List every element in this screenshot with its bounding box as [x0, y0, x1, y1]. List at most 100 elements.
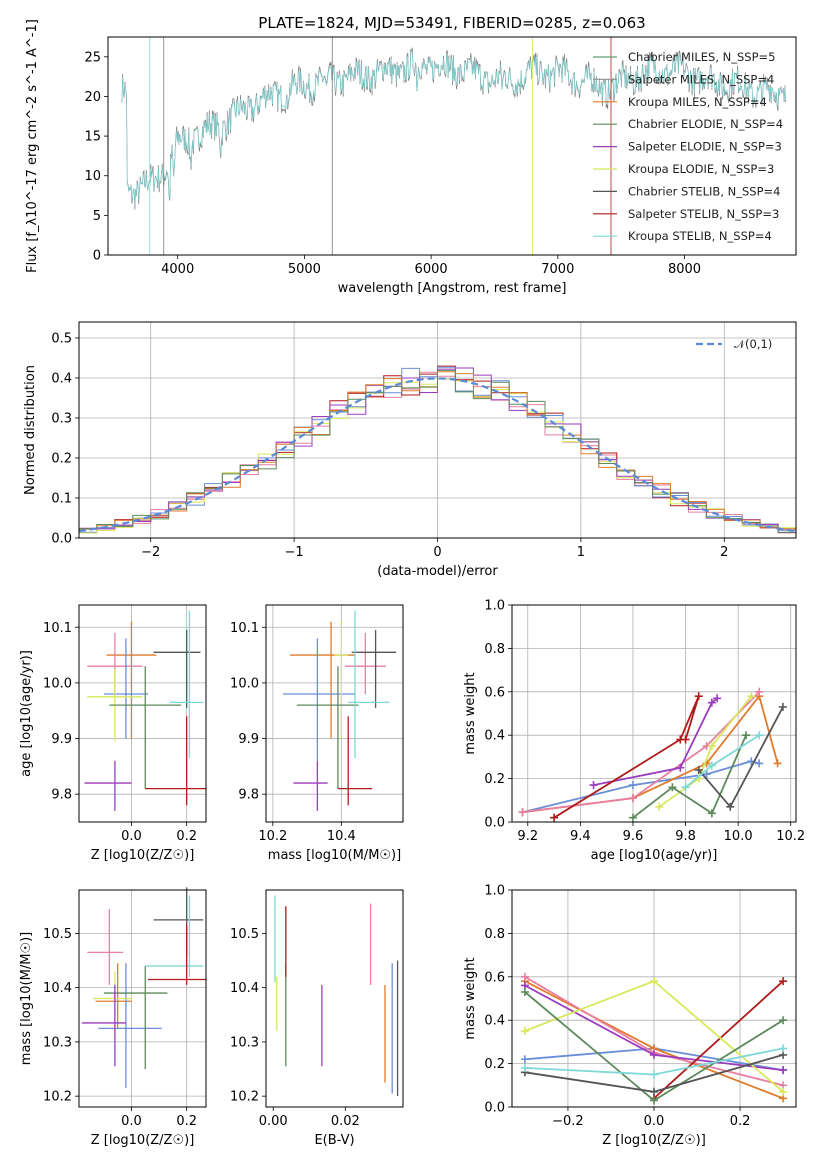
y-tick-label: 0.8 — [484, 642, 505, 657]
errorbar-point — [170, 610, 204, 759]
x-tick-label: 0.0 — [644, 1114, 665, 1129]
y-axis-label: Normed distribution — [23, 365, 38, 495]
y-tick-label: 9.9 — [51, 732, 72, 747]
y-tick-label: 0.6 — [484, 970, 505, 985]
x-tick-label: 4000 — [161, 262, 194, 277]
x-tick-label: 2 — [720, 545, 728, 560]
mass-weight-marker — [779, 1044, 788, 1053]
legend-entry: 𝒩(0,1) — [734, 337, 772, 351]
mass-weight-marker — [650, 977, 658, 986]
chart-title: PLATE=1824, MJD=53491, FIBERID=0285, z=0… — [258, 14, 645, 32]
mass-weight-marker — [779, 977, 788, 986]
y-tick-label: 10.2 — [43, 1090, 72, 1105]
x-axis-label: (data-model)/error — [377, 564, 498, 579]
mass-weight-marker — [747, 692, 756, 701]
errorbar-point — [98, 963, 162, 1089]
mass-weight-marker — [650, 1050, 658, 1059]
mass-weight-marker — [681, 735, 690, 744]
errorbar-point — [145, 716, 206, 806]
x-tick-label: 9.8 — [675, 829, 696, 844]
errorbar-point — [283, 638, 356, 761]
x-tick-label: 10.0 — [724, 829, 753, 844]
mass-weight-line — [593, 697, 718, 786]
plot-frame — [78, 604, 207, 823]
plot-data — [81, 887, 206, 1089]
y-tick-label: 10.1 — [43, 621, 72, 636]
legend-entry: Kroupa MILES, N_SSP=4 — [628, 95, 767, 109]
mass-weight-marker — [676, 763, 685, 772]
mass-weight-series — [520, 977, 788, 1096]
y-tick-label: 0.3 — [51, 412, 72, 427]
mass-weight-marker — [520, 987, 529, 996]
plot-frame — [265, 889, 404, 1108]
x-axis-label: Z [log10(Z/Z☉)] — [602, 1133, 706, 1148]
tick-labels: 4000 5000 6000 7000 8000 0 5 10 15 20 25 — [84, 50, 701, 277]
plot-frame — [107, 36, 797, 256]
x-tick-label: 6000 — [415, 262, 448, 277]
errorbar-point — [103, 638, 149, 739]
y-tick-label: 10 — [84, 169, 101, 184]
y-tick-label: 10.3 — [230, 1035, 259, 1050]
y-tick-label: 10.5 — [43, 927, 72, 942]
x-tick-label: 0.2 — [176, 829, 197, 844]
y-tick-label: 5 — [93, 209, 101, 224]
x-axis-label: E(B-V) — [314, 1133, 354, 1148]
mass-weight-marker — [628, 794, 637, 803]
errorbar-point — [348, 610, 390, 759]
errorbar-point — [337, 716, 373, 806]
y-tick-label: 10.4 — [230, 981, 259, 996]
mass-weight-vs-metallicity-panel: −0.2 0.0 0.2 0.0 0.2 0.4 0.6 0.8 1.0 Z [log10(Z/Z… — [463, 884, 797, 1148]
plot-frame — [511, 604, 797, 823]
age-vs-mass-panel: 10.2 10.4 9.8 9.9 10.0 10.1 mass [log10(M/M☉)] — [230, 604, 404, 863]
y-axis-label: age [log10(age/yr)] — [19, 650, 34, 777]
y-tick-label: 0.2 — [51, 452, 72, 467]
x-tick-label: 9.2 — [517, 829, 538, 844]
tick-labels: 0.0 0.2 9.8 9.9 10.0 10.1 — [43, 621, 197, 844]
y-axis-label: mass [log10(M/M☉)] — [19, 932, 34, 1065]
legend: 𝒩(0,1) — [696, 337, 772, 351]
mass-vs-ebv-panel: 0.00 0.02 10.2 10.3 10.4 10.5 E(B-V) — [230, 889, 404, 1148]
mass-weight-marker — [779, 1066, 788, 1075]
y-axis-label: mass weight — [463, 957, 478, 1039]
y-tick-label: 10.5 — [230, 927, 259, 942]
mass-weight-line — [632, 734, 747, 819]
y-tick-label: 10.4 — [43, 981, 72, 996]
y-tick-label: 10.0 — [43, 676, 72, 691]
tick-labels: 0.0 0.2 10.2 10.3 10.4 10.5 — [43, 927, 197, 1129]
y-tick-label: 0.0 — [484, 816, 505, 831]
y-tick-label: 1.0 — [484, 599, 505, 614]
plot-data — [274, 895, 399, 1097]
mass-weight-marker — [755, 759, 764, 768]
mass-weight-series — [520, 987, 788, 1105]
histogram-step-line — [79, 369, 796, 533]
legend-entry: Chabrier MILES, N_SSP=5 — [628, 50, 775, 64]
errorbar-point — [153, 887, 204, 958]
tick-labels: −2 −1 0 1 2 0.0 0.1 0.2 0.3 0.4 0.5 — [51, 332, 728, 561]
x-tick-label: 7000 — [541, 262, 574, 277]
mass-weight-series — [520, 1044, 788, 1079]
mass-weight-marker — [650, 1096, 658, 1105]
tick-labels: 0.00 0.02 10.2 10.3 10.4 10.5 — [230, 927, 360, 1129]
x-axis-label: Z [log10(Z/Z☉)] — [91, 848, 195, 863]
y-tick-label: 25 — [84, 50, 101, 65]
y-tick-label: 0.0 — [484, 1101, 505, 1116]
grid-lines — [266, 605, 403, 822]
mass-vs-metallicity-panel: 0.0 0.2 10.2 10.3 10.4 10.5 Z [log10(Z/Z☉)] mas… — [19, 887, 207, 1148]
x-axis-label: age [log10(age/yr)] — [591, 848, 718, 863]
mass-weight-marker — [779, 1087, 788, 1096]
y-tick-label: 0.0 — [51, 532, 72, 547]
y-tick-label: 9.9 — [238, 732, 259, 747]
y-tick-label: 10.1 — [230, 621, 259, 636]
mass-weight-marker — [520, 1055, 529, 1064]
x-tick-label: 0.0 — [121, 1114, 142, 1129]
y-tick-label: 15 — [84, 130, 101, 145]
mass-weight-marker — [707, 742, 716, 751]
y-tick-label: 0.8 — [484, 927, 505, 942]
x-tick-label: 10.4 — [327, 829, 356, 844]
errorbar-point — [145, 895, 204, 977]
x-tick-label: −0.2 — [552, 1114, 584, 1129]
y-tick-label: 9.8 — [51, 788, 72, 803]
mass-weight-marker — [520, 972, 529, 981]
spectrum-panel: 4000 5000 6000 7000 8000 0 5 10 15 20 25 wavelength… — [25, 14, 797, 296]
y-tick-label: 1.0 — [484, 884, 505, 899]
